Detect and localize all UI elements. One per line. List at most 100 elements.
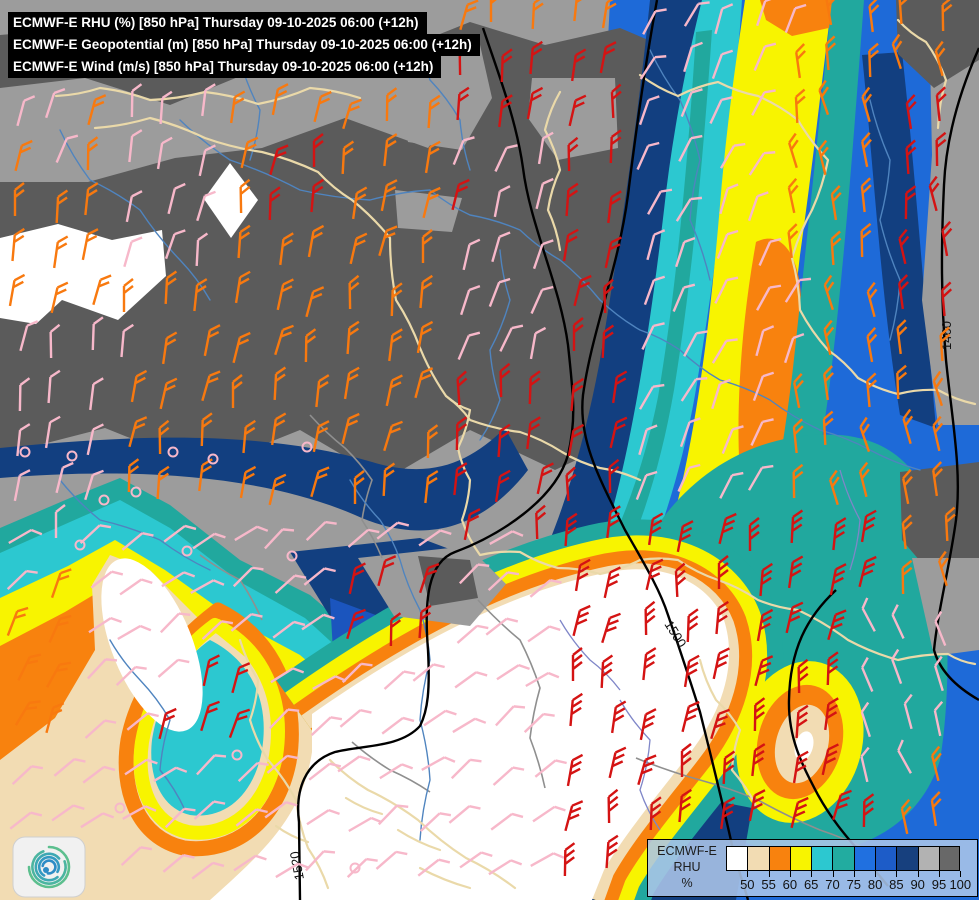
wind-barb [817,139,829,176]
wind-barb [348,274,360,310]
river [109,639,186,811]
wind-barb [458,563,490,585]
wind-barb [191,861,225,880]
wind-barb [159,377,178,410]
wind-barb [790,796,809,829]
geopotential-contour-1520 [297,27,575,900]
wind-barb [785,601,804,634]
wind-barb [385,374,403,407]
wind-barb [130,369,148,403]
wind-barb [305,520,337,542]
wind-barb [452,717,487,734]
wind-barb [268,708,300,730]
wind-barb [312,133,324,167]
legend-heading-model: ECMWF-E [657,844,717,858]
wind-barb [310,716,343,736]
wind-barb [195,232,209,267]
legend-swatch-95 [917,846,939,871]
wind-barb [86,136,99,171]
legend-swatch-75 [832,846,854,871]
wind-barb [266,754,299,774]
spiral-arc [37,855,61,877]
wind-barb [932,415,944,452]
wind-barb [455,416,468,451]
wind-barb [898,274,909,310]
wind-barb [450,758,482,780]
wind-barb [341,140,355,175]
legend-tick [853,871,855,877]
wind-barb [788,132,799,169]
wind-barb [868,42,880,78]
wind-barb [646,229,666,261]
wind-barb [891,648,903,685]
wind-barb [821,743,839,776]
wind-barb [122,805,157,820]
wind-barb [860,222,872,258]
river [59,129,211,301]
wind-barb [421,756,456,771]
wind-barb [529,578,562,598]
wind-barb [382,462,396,497]
calm-wind-circle [301,441,313,453]
calm-wind-circle [286,550,298,562]
wind-barb [381,716,415,735]
wind-barb [231,374,243,408]
wind-barb [201,620,234,640]
wind-barb [866,281,878,318]
wind-barb [714,3,734,35]
wind-barb [719,796,736,830]
wind-barb [84,719,117,739]
legend-tick [875,871,877,877]
wind-barb [610,83,622,119]
weather-service-spiral-logo [12,836,86,898]
wind-barb [747,464,774,491]
wind-barb [385,87,398,122]
wind-barb [759,562,773,597]
wind-barb [491,231,511,263]
wind-barb [748,151,776,176]
wind-barb [858,461,870,498]
wind-barb [200,412,213,447]
wind-barb [609,416,628,449]
wind-barb [569,692,583,727]
wind-barb [462,238,481,271]
wind-barb [492,766,525,786]
wind-barb [18,377,31,412]
wind-barb [190,579,225,594]
wind-barb [92,274,112,306]
wind-barb [496,663,530,681]
legend-tick [747,871,749,877]
wind-barb [418,529,452,547]
wind-barb [229,90,246,124]
wind-barb [489,0,497,22]
legend-swatch-90 [896,846,918,871]
wind-barb [14,139,33,172]
wind-barb [347,528,380,548]
legend-swatch-100 [938,846,961,871]
wind-barb [268,186,281,221]
wind-barb [305,850,336,872]
wind-barb [272,620,306,639]
wind-barb [748,517,760,551]
wind-barb [497,423,511,458]
wind-barb [45,87,66,119]
wind-barb [900,798,912,835]
country-border [698,658,758,808]
wind-barb [825,35,837,71]
wind-barb [351,186,368,220]
wind-barb [756,0,777,27]
country-border [274,824,310,844]
wind-barb [534,759,567,778]
wind-barb [8,273,26,307]
wind-barbs-layer [6,0,956,880]
wind-barb [123,236,143,268]
wind-barb [941,281,953,317]
wind-barb [376,521,410,540]
wind-barb [459,851,493,869]
legend-tick-label: 75 [846,877,862,892]
wind-barb [753,42,777,71]
wind-barb [641,322,665,350]
wind-barb [240,136,259,169]
